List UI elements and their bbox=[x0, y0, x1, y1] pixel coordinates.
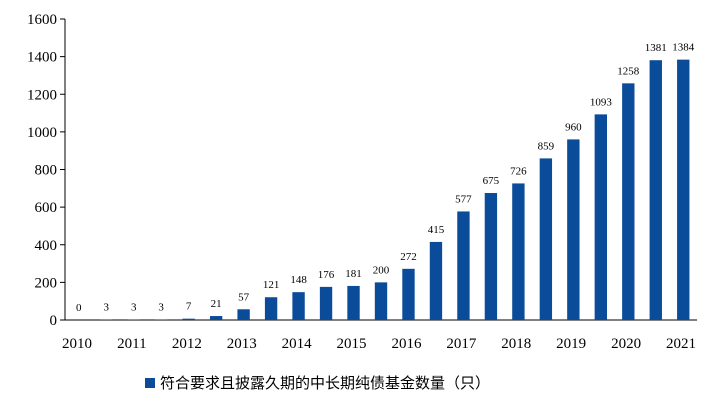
data-label: 148 bbox=[290, 274, 307, 286]
x-tick-label: 2021 bbox=[666, 336, 696, 352]
x-tick-label: 2012 bbox=[172, 336, 202, 352]
y-tick-label: 1000 bbox=[27, 125, 57, 141]
bar bbox=[429, 241, 443, 320]
bars bbox=[100, 59, 690, 321]
data-label: 272 bbox=[400, 251, 417, 263]
data-label: 0 bbox=[76, 302, 82, 314]
bar bbox=[622, 83, 635, 321]
bar bbox=[402, 268, 415, 320]
bar bbox=[677, 59, 690, 320]
data-label: 3 bbox=[103, 301, 109, 313]
data-label: 1384 bbox=[672, 42, 695, 54]
bar bbox=[457, 211, 470, 320]
bar bbox=[100, 319, 113, 320]
y-tick-label: 1600 bbox=[27, 12, 57, 28]
data-label: 21 bbox=[211, 298, 222, 310]
x-axis: 2010 2011 2012 2013 2014 2015 2016 2017 2018 2019… bbox=[62, 319, 697, 352]
data-label: 675 bbox=[483, 175, 500, 187]
bar bbox=[319, 286, 333, 320]
data-label: 1258 bbox=[617, 65, 640, 77]
bar bbox=[539, 158, 553, 320]
bar bbox=[374, 282, 388, 320]
data-label: 3 bbox=[158, 301, 164, 313]
data-label: 57 bbox=[238, 291, 250, 303]
x-tick-label: 2010 bbox=[62, 336, 92, 352]
y-tick-label: 200 bbox=[35, 275, 58, 291]
data-label: 121 bbox=[263, 279, 280, 291]
bar bbox=[347, 285, 360, 320]
bar bbox=[127, 319, 140, 320]
bar bbox=[237, 309, 250, 320]
x-tick-label: 2017 bbox=[446, 336, 477, 352]
y-tick-label: 600 bbox=[35, 200, 58, 216]
data-labels: 0 3 3 3 7 21 57 121 148 176 181 200 272 415 577 675 726 8… bbox=[76, 42, 695, 314]
x-tick-label: 2011 bbox=[117, 336, 146, 352]
bar bbox=[154, 319, 168, 320]
x-tick-label: 2016 bbox=[391, 336, 422, 352]
data-label: 1381 bbox=[645, 42, 667, 54]
y-tick-label: 1400 bbox=[27, 50, 57, 66]
data-label: 176 bbox=[318, 269, 335, 281]
bar bbox=[209, 316, 223, 320]
data-label: 577 bbox=[455, 193, 472, 205]
x-tick-label: 2015 bbox=[337, 336, 367, 352]
data-label: 726 bbox=[510, 165, 527, 177]
bar bbox=[512, 183, 525, 320]
x-tick-label: 2020 bbox=[611, 336, 641, 352]
legend-label: 符合要求且披露久期的中长期纯债基金数量（只） bbox=[160, 374, 490, 392]
data-label: 7 bbox=[186, 301, 192, 313]
legend-swatch bbox=[145, 378, 155, 388]
x-tick-label: 2013 bbox=[227, 336, 257, 352]
y-tick-label: 1200 bbox=[27, 87, 57, 103]
data-label: 181 bbox=[345, 268, 362, 280]
data-label: 960 bbox=[565, 121, 582, 133]
bar bbox=[594, 114, 608, 321]
y-tick-label: 400 bbox=[35, 238, 58, 254]
data-label: 3 bbox=[131, 301, 137, 313]
legend: 符合要求且披露久期的中长期纯债基金数量（只） bbox=[145, 374, 490, 392]
bar bbox=[649, 60, 662, 321]
data-label: 1093 bbox=[590, 96, 613, 108]
x-tick-label: 2018 bbox=[501, 336, 531, 352]
bar bbox=[264, 297, 278, 320]
data-label: 200 bbox=[373, 264, 390, 276]
data-label: 859 bbox=[538, 140, 555, 152]
data-label: 415 bbox=[428, 224, 445, 236]
x-tick-label: 2014 bbox=[282, 336, 313, 352]
bar bbox=[292, 292, 305, 320]
y-axis: 0 200 400 600 800 1000 1200 1400 1600 bbox=[27, 12, 66, 329]
y-tick-label: 800 bbox=[35, 163, 58, 179]
y-tick-label: 0 bbox=[50, 313, 58, 329]
x-tick-label: 2019 bbox=[556, 336, 586, 352]
bar bbox=[567, 139, 580, 320]
bar bbox=[484, 193, 498, 320]
bar bbox=[182, 318, 195, 320]
